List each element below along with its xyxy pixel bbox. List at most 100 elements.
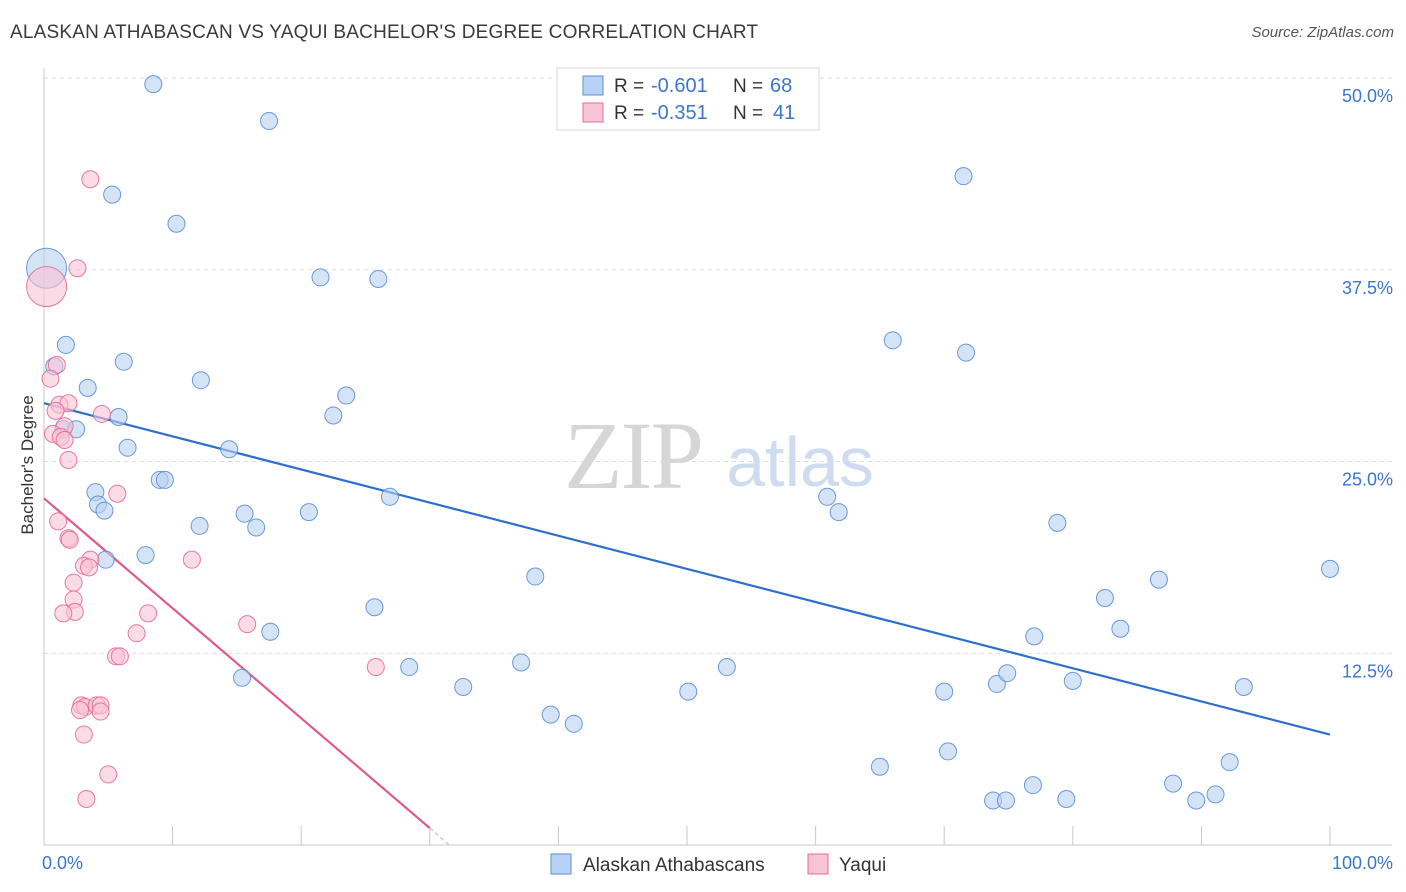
data-points: [26, 75, 1339, 810]
athabascan-point-23: [155, 470, 174, 489]
athabascan-point-46: [512, 653, 531, 672]
yaqui-point-27: [238, 615, 257, 634]
watermark-zip: ZIP: [564, 402, 702, 509]
watermark: ZIP atlas: [564, 402, 874, 509]
athabascan-point-27: [380, 487, 399, 506]
athabascan-point-56: [541, 705, 560, 724]
yaqui-point-37: [91, 702, 110, 721]
yaqui-point-38: [74, 725, 93, 744]
athabascan-point-2: [260, 111, 279, 130]
athabascan-point-29: [829, 503, 848, 522]
y-tick-labels: 12.5% 25.0% 37.5% 50.0%: [1342, 86, 1393, 681]
athabascan-point-8: [56, 335, 75, 354]
athabascan-point-58: [939, 742, 958, 761]
yaqui-point-21: [80, 558, 99, 577]
athabascan-point-62: [1057, 789, 1076, 808]
y-tick-label-1: 25.0%: [1342, 470, 1393, 490]
yaqui-point-15: [49, 512, 68, 531]
athabascan-point-50: [679, 682, 698, 701]
athabascan-point-7: [369, 269, 388, 288]
athabascan-point-65: [996, 791, 1015, 810]
athabascan-point-66: [1187, 791, 1206, 810]
athabascan-point-18: [883, 331, 902, 350]
athabascan-point-54: [1063, 671, 1082, 690]
athabascan-point-19: [957, 343, 976, 362]
yaqui-point-36: [71, 701, 90, 720]
athabascan-point-45: [400, 658, 419, 677]
athabascan-point-5: [954, 167, 973, 186]
athabascan-point-26: [95, 501, 114, 520]
yaqui-point-25: [54, 604, 73, 623]
yaqui-point-14: [108, 484, 127, 503]
athabascan-point-35: [96, 550, 115, 569]
chart-title: ALASKAN ATHABASCAN VS YAQUI BACHELOR'S D…: [10, 22, 759, 43]
yaqui-point-12: [55, 431, 74, 450]
yaqui-point-31: [366, 658, 385, 677]
yaqui-point-8: [92, 404, 111, 423]
x-tick-labels: 0.0% 100.0%: [42, 853, 1393, 873]
series-legend-swatch-athabascan: [550, 853, 572, 875]
athabascan-point-9: [114, 352, 133, 371]
athabascan-point-32: [190, 516, 209, 535]
stats-legend: R = -0.601 N = 68 R = -0.351 N = 41: [556, 67, 820, 131]
legend-swatch-athabascan: [582, 75, 604, 96]
trend-line-ext-1: [429, 827, 450, 846]
athabascan-point-33: [247, 518, 266, 537]
legend-r-value-1: -0.601: [651, 75, 708, 97]
yaqui-point-13: [59, 450, 78, 469]
athabascan-point-36: [136, 546, 155, 565]
athabascan-point-21: [220, 440, 239, 459]
athabascan-point-47: [717, 658, 736, 677]
athabascan-point-41: [365, 598, 384, 617]
yaqui-point-19: [182, 550, 201, 569]
athabascan-point-28: [818, 487, 837, 506]
yaqui-point-4: [41, 369, 60, 388]
athabascan-point-20: [118, 438, 137, 457]
athabascan-point-6: [311, 268, 330, 287]
athabascan-point-1: [144, 75, 163, 94]
y-tick-label-2: 37.5%: [1342, 278, 1393, 298]
yaqui-point-2: [68, 259, 87, 278]
x-tick-label-1: 100.0%: [1332, 853, 1393, 873]
athabascan-point-53: [998, 664, 1017, 683]
athabascan-point-38: [1149, 570, 1168, 589]
legend-r-label-1: R =: [614, 76, 644, 97]
athabascan-point-60: [1220, 753, 1239, 772]
athabascan-point-55: [1234, 677, 1253, 696]
yaqui-point-7: [46, 401, 65, 420]
athabascan-point-30: [235, 504, 254, 523]
trend-line-0: [43, 402, 1331, 736]
legend-n-label-1: N =: [733, 76, 763, 97]
yaqui-point-0: [26, 266, 68, 308]
y-tick-label-3: 50.0%: [1342, 86, 1393, 106]
athabascan-point-48: [233, 668, 252, 687]
athabascan-point-40: [1095, 589, 1114, 608]
series-legend-label-yaqui: Yaqui: [839, 855, 886, 876]
athabascan-point-63: [1164, 774, 1183, 793]
yaqui-point-1: [81, 170, 100, 189]
legend-n-value-1: 68: [770, 75, 792, 97]
y-tick-label-0: 12.5%: [1342, 661, 1393, 681]
yaqui-point-17: [60, 530, 79, 549]
series-legend-swatch-yaqui: [807, 853, 829, 875]
athabascan-point-39: [1321, 559, 1339, 578]
athabascan-point-14: [109, 408, 128, 427]
athabascan-point-44: [1025, 627, 1044, 646]
athabascan-point-37: [526, 567, 545, 586]
yaqui-point-22: [64, 573, 83, 592]
athabascan-point-13: [337, 386, 356, 405]
legend-r-value-2: -0.351: [651, 102, 708, 124]
athabascan-point-51: [935, 682, 954, 701]
athabascan-point-15: [324, 406, 343, 425]
legend-swatch-yaqui: [582, 102, 604, 123]
yaqui-point-40: [77, 789, 96, 808]
athabascan-point-4: [167, 214, 186, 233]
axes: [43, 68, 1392, 846]
athabascan-point-34: [1048, 513, 1067, 532]
athabascan-point-57: [564, 714, 583, 733]
yaqui-point-30: [110, 647, 129, 666]
grid-lines: [44, 77, 1392, 654]
series-legend-label-athabascan: Alaskan Athabascans: [583, 855, 765, 876]
legend-n-value-2: 41: [773, 102, 795, 124]
